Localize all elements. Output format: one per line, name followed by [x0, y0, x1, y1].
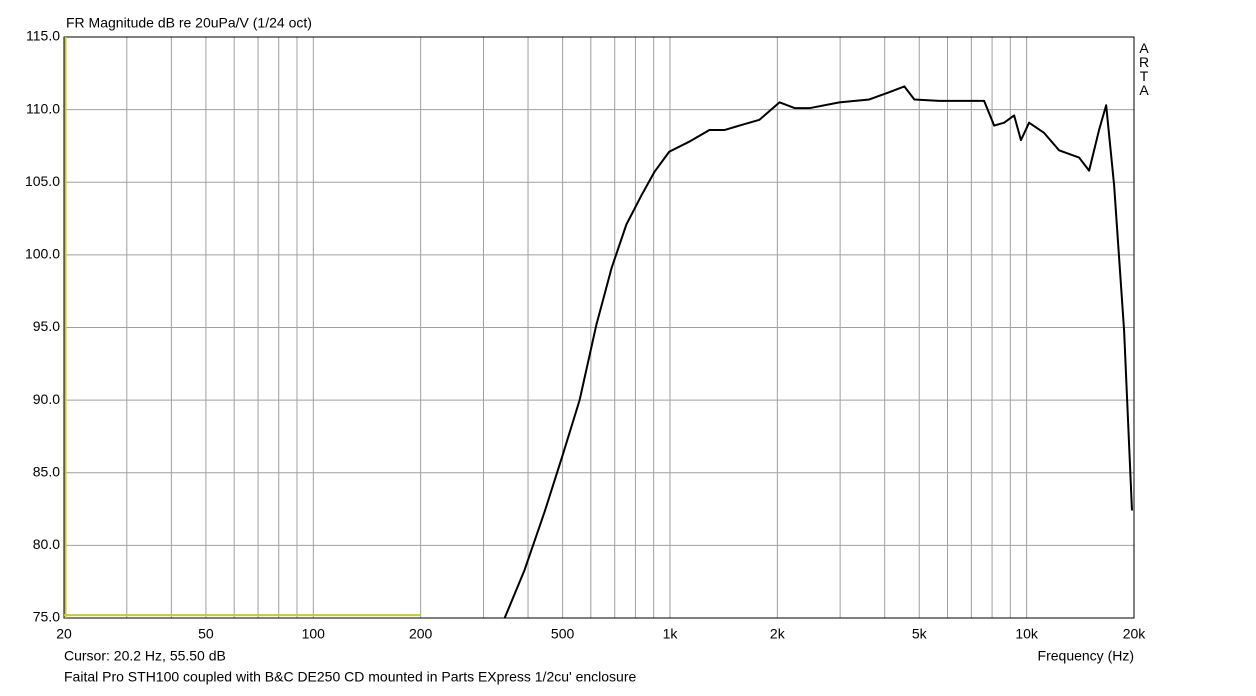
x-tick-label: 10k — [1015, 626, 1039, 642]
x-tick-label: 500 — [551, 626, 575, 642]
y-tick-label: 90.0 — [33, 391, 60, 407]
x-axis-label: Frequency (Hz) — [1038, 648, 1134, 664]
y-tick-label: 110.0 — [26, 100, 60, 116]
cursor-readout: Cursor: 20.2 Hz, 55.50 dB — [64, 648, 226, 664]
x-tick-label: 50 — [198, 626, 214, 642]
x-tick-label: 5k — [912, 626, 928, 642]
x-tick-label: 20 — [56, 626, 72, 642]
caption: Faital Pro STH100 coupled with B&C DE250… — [64, 669, 636, 685]
response-curve — [503, 85, 1133, 619]
y-tick-label: 115.0 — [26, 28, 60, 44]
x-tick-label: 1k — [663, 626, 679, 642]
plot-frame — [63, 36, 1135, 619]
y-tick-label: 105.0 — [25, 173, 60, 189]
y-tick-label: 75.0 — [33, 609, 60, 625]
y-tick-label: 85.0 — [33, 463, 60, 479]
y-tick-label: 95.0 — [33, 318, 60, 334]
x-tick-label: 100 — [302, 626, 326, 642]
x-tick-label: 2k — [770, 626, 786, 642]
chart-title: FR Magnitude dB re 20uPa/V (1/24 oct) — [66, 15, 312, 31]
x-tick-label: 200 — [409, 626, 433, 642]
x-tick-label: 20k — [1123, 626, 1147, 642]
y-tick-label: 100.0 — [25, 246, 60, 262]
brand: ARTA — [1136, 40, 1152, 96]
y-tick-label: 80.0 — [33, 536, 60, 552]
